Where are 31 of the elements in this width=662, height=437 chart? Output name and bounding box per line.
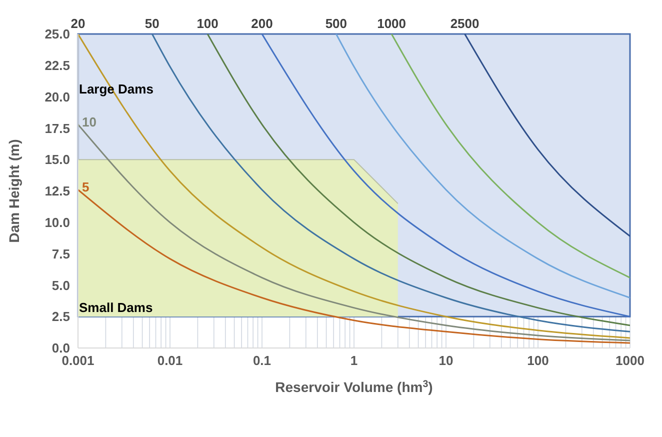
- y-tick-label: 12.5: [44, 184, 70, 199]
- series-label: 100: [196, 16, 218, 31]
- y-tick-label: 2.5: [52, 309, 70, 324]
- annotation: Small Dams: [79, 300, 153, 315]
- series-label: 10: [82, 114, 96, 130]
- x-tick-label: 10: [438, 353, 454, 368]
- y-tick-label: 20.0: [44, 89, 70, 104]
- x-tick-label: 1: [350, 353, 358, 368]
- x-tick-label: 0.01: [157, 353, 183, 368]
- y-tick-label: 17.5: [44, 120, 70, 136]
- series-label: 50: [144, 16, 160, 31]
- y-tick-label: 15.0: [44, 152, 70, 168]
- y-tick-label: 25.0: [44, 26, 70, 42]
- x-tick-label: 100: [527, 353, 549, 368]
- x-axis-title: Reservoir Volume (hm$^{3}$): [275, 378, 433, 395]
- series-label: 200: [251, 16, 273, 31]
- x-tick-label: 1000: [616, 353, 644, 368]
- y-tick-label: 7.5: [52, 246, 70, 262]
- series-label: 2500: [450, 16, 480, 31]
- y-axis-title: Dam Height (m): [6, 139, 22, 243]
- x-tick-label: 0.1: [252, 353, 272, 368]
- series-label: 500: [325, 16, 348, 31]
- line-series: [261, 34, 630, 318]
- y-tick-label: 0.0: [52, 340, 70, 356]
- y-tick-label: 22.5: [44, 58, 70, 74]
- y-tick-label: 10.0: [44, 215, 70, 230]
- series-label: 5: [82, 180, 90, 195]
- series-label: 20: [70, 16, 86, 31]
- x-tick-label: 0.001: [62, 353, 94, 368]
- series-label: 1000: [377, 16, 406, 31]
- y-tick-label: 5.0: [52, 278, 70, 293]
